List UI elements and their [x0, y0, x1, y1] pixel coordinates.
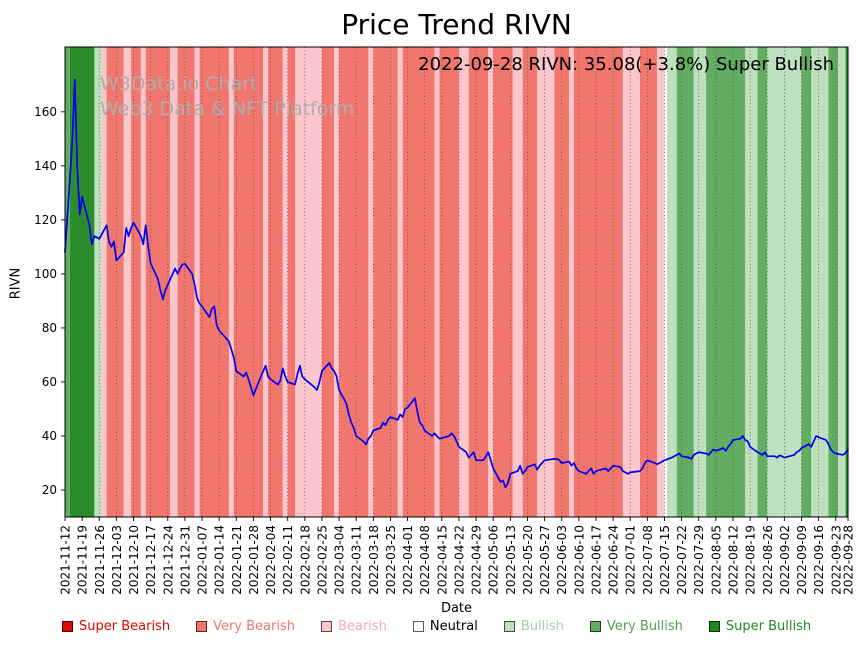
- svg-text:2021-12-03: 2021-12-03: [110, 525, 124, 595]
- legend-swatch-3: [412, 621, 424, 632]
- svg-text:2022-03-25: 2022-03-25: [384, 525, 398, 595]
- legend-swatch-0: [62, 621, 73, 632]
- svg-text:2022-07-29: 2022-07-29: [692, 525, 706, 595]
- svg-text:2022-04-29: 2022-04-29: [470, 525, 484, 595]
- legend-label-5: Very Bullish: [606, 619, 683, 634]
- svg-text:2021-11-26: 2021-11-26: [93, 525, 107, 595]
- x-axis-label: Date: [440, 601, 473, 616]
- svg-text:2021-12-17: 2021-12-17: [144, 525, 158, 595]
- svg-text:2021-11-12: 2021-11-12: [59, 525, 73, 595]
- svg-text:2022-03-11: 2022-03-11: [350, 525, 364, 595]
- svg-text:2022-09-28: 2022-09-28: [842, 525, 856, 595]
- legend-label-4: Bullish: [520, 619, 564, 634]
- legend-swatch-2: [320, 621, 332, 632]
- svg-text:2022-02-04: 2022-02-04: [264, 525, 278, 595]
- svg-text:2022-05-06: 2022-05-06: [487, 525, 501, 595]
- legend-item-super-bullish: Super Bullish: [708, 619, 812, 634]
- svg-text:2022-09-02: 2022-09-02: [778, 525, 792, 595]
- svg-text:2022-05-20: 2022-05-20: [521, 525, 535, 595]
- svg-text:2022-07-01: 2022-07-01: [624, 525, 638, 595]
- y-axis-label: RIVN: [8, 267, 24, 300]
- svg-text:20: 20: [42, 483, 57, 497]
- svg-text:2022-03-18: 2022-03-18: [367, 525, 381, 595]
- svg-text:2022-05-13: 2022-05-13: [504, 525, 518, 595]
- legend-label-6: Super Bullish: [725, 619, 812, 634]
- svg-text:160: 160: [34, 105, 57, 119]
- svg-text:2022-07-08: 2022-07-08: [641, 525, 655, 595]
- svg-text:2022-04-01: 2022-04-01: [401, 525, 415, 595]
- legend-label-2: Bearish: [337, 619, 387, 634]
- svg-text:2022-02-25: 2022-02-25: [315, 525, 329, 595]
- svg-text:2022-06-24: 2022-06-24: [607, 525, 621, 595]
- svg-text:2022-04-15: 2022-04-15: [435, 525, 449, 595]
- svg-text:2021-12-24: 2021-12-24: [161, 525, 175, 595]
- svg-text:60: 60: [42, 375, 57, 389]
- svg-text:2022-07-15: 2022-07-15: [658, 525, 672, 595]
- svg-text:2022-09-23: 2022-09-23: [829, 525, 843, 595]
- legend-swatch-4: [503, 621, 515, 632]
- svg-text:2022-04-08: 2022-04-08: [418, 525, 432, 595]
- svg-text:2022-08-05: 2022-08-05: [709, 525, 723, 595]
- legend-swatch-5: [589, 621, 601, 632]
- legend-label-3: Neutral: [429, 619, 478, 634]
- svg-text:2022-08-12: 2022-08-12: [727, 525, 741, 595]
- legend-label-1: Very Bearish: [213, 619, 295, 634]
- svg-text:2021-12-10: 2021-12-10: [127, 525, 141, 595]
- svg-text:140: 140: [34, 159, 57, 173]
- legend-swatch-6: [708, 621, 720, 632]
- legend-swatch-1: [196, 621, 208, 632]
- legend: Super Bearish Very Bearish Bearish Neutr…: [62, 619, 811, 634]
- legend-item-bearish: Bearish: [320, 619, 387, 634]
- latest-price-annotation: 2022-09-28 RIVN: 35.08(+3.8%) Super Bull…: [418, 54, 834, 75]
- legend-item-neutral: Neutral: [412, 619, 478, 634]
- svg-text:2022-01-07: 2022-01-07: [196, 525, 210, 595]
- svg-text:120: 120: [34, 213, 57, 227]
- svg-text:2022-02-18: 2022-02-18: [298, 525, 312, 595]
- svg-text:2022-08-19: 2022-08-19: [744, 525, 758, 595]
- chart-title: Price Trend RIVN: [341, 8, 572, 41]
- svg-text:2022-06-17: 2022-06-17: [590, 525, 604, 595]
- legend-item-very-bearish: Very Bearish: [196, 619, 295, 634]
- svg-text:40: 40: [42, 429, 57, 443]
- svg-text:2022-09-09: 2022-09-09: [795, 525, 809, 595]
- svg-text:2022-06-10: 2022-06-10: [572, 525, 586, 595]
- legend-item-bullish: Bullish: [503, 619, 564, 634]
- svg-text:100: 100: [34, 267, 57, 281]
- svg-text:2022-02-11: 2022-02-11: [281, 525, 295, 595]
- svg-text:2021-12-31: 2021-12-31: [178, 525, 192, 595]
- svg-text:2022-06-03: 2022-06-03: [555, 525, 569, 595]
- svg-text:2022-09-16: 2022-09-16: [812, 525, 826, 595]
- svg-text:2022-03-04: 2022-03-04: [333, 525, 347, 595]
- svg-text:2022-01-14: 2022-01-14: [213, 525, 227, 595]
- svg-text:2022-05-27: 2022-05-27: [538, 525, 552, 595]
- legend-item-very-bullish: Very Bullish: [589, 619, 683, 634]
- svg-text:2022-08-26: 2022-08-26: [761, 525, 775, 595]
- svg-text:2022-01-21: 2022-01-21: [230, 525, 244, 595]
- legend-label-0: Super Bearish: [79, 619, 171, 634]
- svg-text:80: 80: [42, 321, 57, 335]
- legend-item-super-bearish: Super Bearish: [62, 619, 170, 634]
- svg-text:2022-01-28: 2022-01-28: [247, 525, 261, 595]
- svg-text:2022-04-22: 2022-04-22: [452, 525, 466, 595]
- svg-text:2022-07-22: 2022-07-22: [675, 525, 689, 595]
- svg-text:2021-11-19: 2021-11-19: [76, 525, 90, 595]
